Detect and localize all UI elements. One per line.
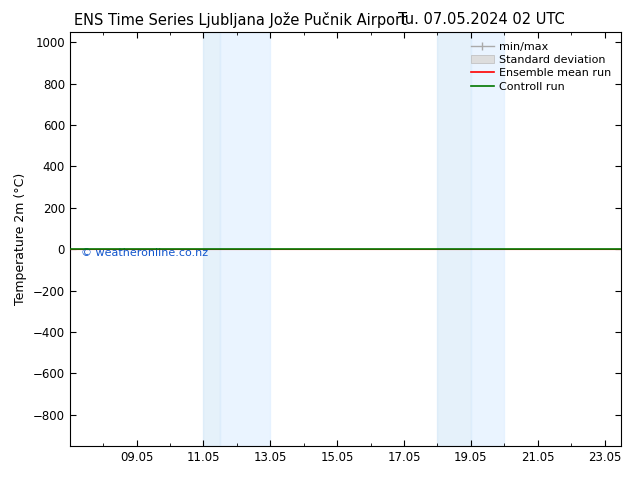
Bar <box>220 32 270 446</box>
Bar <box>437 32 471 446</box>
Text: © weatheronline.co.nz: © weatheronline.co.nz <box>81 248 208 258</box>
Y-axis label: Temperature 2m (°C): Temperature 2m (°C) <box>14 173 27 305</box>
Legend: min/max, Standard deviation, Ensemble mean run, Controll run: min/max, Standard deviation, Ensemble me… <box>468 38 614 95</box>
Bar <box>204 32 220 446</box>
Text: Tu. 07.05.2024 02 UTC: Tu. 07.05.2024 02 UTC <box>398 12 566 27</box>
Bar <box>471 32 504 446</box>
Text: ENS Time Series Ljubljana Jože Pučnik Airport: ENS Time Series Ljubljana Jože Pučnik Ai… <box>74 12 408 28</box>
